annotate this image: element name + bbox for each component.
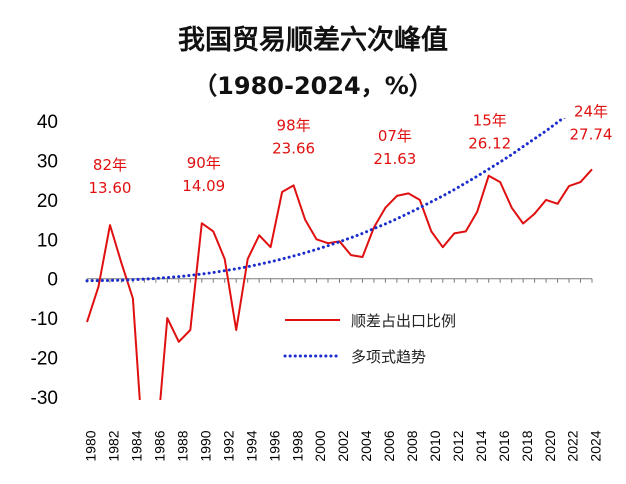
y-tick-label: -10 xyxy=(31,309,58,330)
y-tick-label: 30 xyxy=(37,151,58,172)
peak-value-label: 13.60 xyxy=(88,179,131,197)
peak-value-label: 14.09 xyxy=(182,177,225,195)
peak-annotations: 82年 13.60 90年 14.09 98年 23.66 07年 21.63 15年 26.12… xyxy=(88,102,612,197)
x-tick-label: 1988 xyxy=(175,430,191,461)
peak-value-label: 21.63 xyxy=(373,150,416,168)
y-tick-label: -30 xyxy=(31,388,58,409)
x-tick-label: 2014 xyxy=(473,430,489,461)
peak-year-label: 98年 xyxy=(277,116,311,134)
series-line xyxy=(86,168,593,400)
x-tick-label: 2022 xyxy=(565,430,581,461)
x-tick-label: 2018 xyxy=(519,430,535,461)
peak-year-label: 07年 xyxy=(378,127,412,145)
x-tick-label: 2020 xyxy=(542,430,558,461)
x-tick-label: 2000 xyxy=(312,430,328,461)
y-tick-label: 20 xyxy=(37,191,58,212)
x-tick-label: 1994 xyxy=(243,430,259,461)
chart-subtitle: （1980-2024，%） xyxy=(193,72,433,100)
peak-value-label: 26.12 xyxy=(468,135,511,153)
peak-year-label: 82年 xyxy=(93,156,127,174)
x-axis: 1980 1982 1984 1986 1988 1990 1992 1994 1996 1998… xyxy=(83,278,604,462)
x-tick-label: 1984 xyxy=(129,430,145,461)
peak-value-label: 27.74 xyxy=(570,125,613,143)
x-tick-label: 1998 xyxy=(289,430,305,461)
peak-year-label: 90年 xyxy=(187,154,221,172)
x-tick-label: 1992 xyxy=(220,430,236,461)
x-tick-label: 2016 xyxy=(496,430,512,461)
y-tick-label: -20 xyxy=(31,349,58,370)
series-layer xyxy=(85,118,593,400)
x-tick-label: 2012 xyxy=(450,430,466,461)
x-tick-label: 1980 xyxy=(83,430,99,461)
x-tick-label: 2010 xyxy=(427,430,443,461)
x-tick-label: 2024 xyxy=(588,430,604,461)
x-tick-label: 2002 xyxy=(335,430,351,461)
y-axis: -30 -20 -10 0 10 20 30 40 xyxy=(31,112,58,409)
legend-label-series: 顺差占出口比例 xyxy=(351,312,456,330)
y-tick-label: 0 xyxy=(47,270,58,291)
x-tick-label: 1986 xyxy=(152,430,168,461)
y-tick-label: 40 xyxy=(37,112,58,133)
x-tick-label: 2008 xyxy=(404,430,420,461)
peak-year-label: 24年 xyxy=(574,102,608,120)
y-tick-label: 10 xyxy=(37,230,58,251)
legend-label-trend: 多项式趋势 xyxy=(351,348,426,366)
x-tick-label: 2004 xyxy=(358,430,374,461)
peak-value-label: 23.66 xyxy=(272,139,315,157)
chart-title: 我国贸易顺差六次峰值 xyxy=(178,25,448,56)
trend-line xyxy=(85,118,566,283)
x-tick-label: 1990 xyxy=(197,430,213,461)
x-tick-label: 1996 xyxy=(266,430,282,461)
peak-year-label: 15年 xyxy=(473,112,507,130)
x-tick-label: 1982 xyxy=(106,430,122,461)
x-tick-label: 2006 xyxy=(381,430,397,461)
